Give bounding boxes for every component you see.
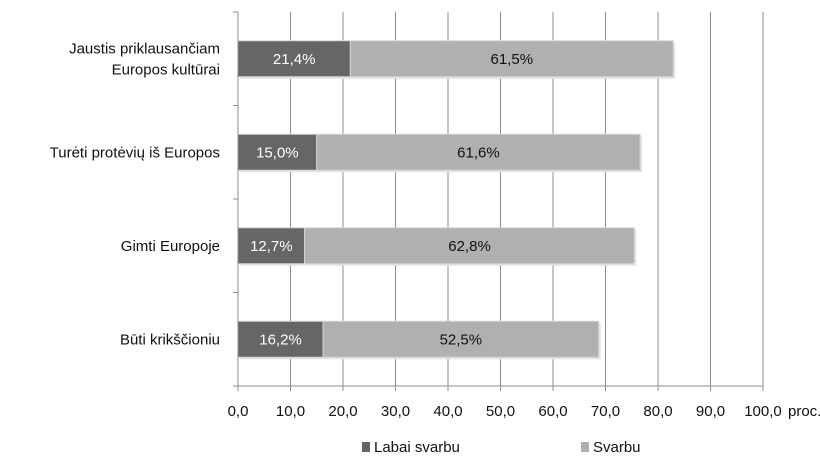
x-tick-label: 40,0 — [433, 403, 462, 420]
legend-swatch — [581, 442, 589, 452]
x-tick-label: 80,0 — [643, 403, 672, 420]
x-tick-label: 10,0 — [276, 403, 305, 420]
legend-label: Svarbu — [593, 439, 641, 456]
category-label: Būti krikščioniu — [120, 331, 220, 348]
x-tick-label: 70,0 — [591, 403, 620, 420]
legend-label: Labai svarbu — [374, 439, 460, 456]
x-tick-label: 30,0 — [381, 403, 410, 420]
bar-value-label: 61,5% — [491, 51, 534, 68]
category-label: Jaustis priklausančiam Europos kultūrai — [69, 40, 220, 78]
x-unit-label: proc. — [788, 403, 820, 420]
bar-value-label: 61,6% — [457, 144, 500, 161]
category-label: Turėti protėvių iš Europos — [50, 144, 220, 161]
bar-value-label: 12,7% — [250, 238, 293, 255]
bar-value-label: 62,8% — [448, 238, 491, 255]
bar-layer: 21,4% 61,5% 15,0% 61,6% 12,7% 62,8% 16,2% 52,5% — [238, 41, 675, 360]
legend-swatch — [362, 442, 370, 452]
bar-value-label: 15,0% — [256, 144, 299, 161]
bar-value-label: 52,5% — [440, 331, 483, 348]
x-tick-label: 0,0 — [228, 403, 249, 420]
x-tick-label: 100,0 — [744, 403, 782, 420]
bar-value-label: 16,2% — [259, 331, 302, 348]
x-tick-label: 60,0 — [538, 403, 567, 420]
category-label: Gimti Europoje — [121, 238, 220, 255]
legend: Labai svarbu Svarbu — [362, 439, 641, 456]
bar-value-label: 21,4% — [273, 51, 316, 68]
x-tick-label: 20,0 — [328, 403, 357, 420]
x-tick-label: 90,0 — [696, 403, 725, 420]
x-tick-label: 50,0 — [486, 403, 515, 420]
